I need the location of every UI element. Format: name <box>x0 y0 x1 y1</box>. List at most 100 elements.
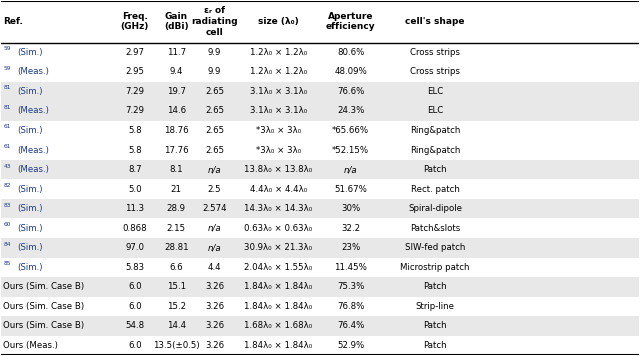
Text: 14.3λ₀ × 14.3λ₀: 14.3λ₀ × 14.3λ₀ <box>244 204 312 213</box>
Text: 54.8: 54.8 <box>125 321 145 330</box>
Text: 82: 82 <box>3 183 11 188</box>
Text: Ours (Sim. Case B): Ours (Sim. Case B) <box>3 321 84 330</box>
Text: 4.4λ₀ × 4.4λ₀: 4.4λ₀ × 4.4λ₀ <box>250 185 307 194</box>
Text: size (λ₀): size (λ₀) <box>258 17 299 26</box>
Text: 80.6%: 80.6% <box>337 48 364 57</box>
Text: 28.9: 28.9 <box>167 204 186 213</box>
Text: 5.8: 5.8 <box>128 146 141 155</box>
Text: 1.84λ₀ × 1.84λ₀: 1.84λ₀ × 1.84λ₀ <box>244 341 312 350</box>
Text: Rect. patch: Rect. patch <box>410 185 460 194</box>
Text: (Sim.): (Sim.) <box>17 204 43 213</box>
Text: (Sim.): (Sim.) <box>17 48 43 57</box>
Text: Cross strips: Cross strips <box>410 48 460 57</box>
Text: 2.15: 2.15 <box>167 224 186 233</box>
Text: 11.7: 11.7 <box>167 48 186 57</box>
Text: 2.65: 2.65 <box>205 87 224 96</box>
Text: (Sim.): (Sim.) <box>17 263 43 272</box>
Text: 1.68λ₀ × 1.68λ₀: 1.68λ₀ × 1.68λ₀ <box>244 321 312 330</box>
Text: *3λ₀ × 3λ₀: *3λ₀ × 3λ₀ <box>256 146 301 155</box>
Text: 85: 85 <box>3 261 11 266</box>
Text: 11.3: 11.3 <box>125 204 145 213</box>
Text: 43: 43 <box>3 163 11 169</box>
Text: 76.6%: 76.6% <box>337 87 364 96</box>
Text: 0.868: 0.868 <box>122 224 147 233</box>
Text: Gain
(dBi): Gain (dBi) <box>164 12 189 31</box>
Text: 3.26: 3.26 <box>205 321 224 330</box>
Text: n/a: n/a <box>344 165 358 174</box>
Text: 0.63λ₀ × 0.63λ₀: 0.63λ₀ × 0.63λ₀ <box>244 224 312 233</box>
Text: 30.9λ₀ × 21.3λ₀: 30.9λ₀ × 21.3λ₀ <box>244 243 312 252</box>
Text: 2.97: 2.97 <box>125 48 144 57</box>
Text: Ours (Sim. Case B): Ours (Sim. Case B) <box>3 282 84 292</box>
Text: 21: 21 <box>171 185 182 194</box>
Text: 9.9: 9.9 <box>208 48 221 57</box>
Text: 30%: 30% <box>341 204 360 213</box>
Text: 13.8λ₀ × 13.8λ₀: 13.8λ₀ × 13.8λ₀ <box>244 165 312 174</box>
Text: 6.0: 6.0 <box>128 302 141 311</box>
Text: *65.66%: *65.66% <box>332 126 369 135</box>
Text: 75.3%: 75.3% <box>337 282 364 292</box>
Text: Patch&slots: Patch&slots <box>410 224 460 233</box>
Text: *3λ₀ × 3λ₀: *3λ₀ × 3λ₀ <box>256 126 301 135</box>
Text: 61: 61 <box>3 144 10 149</box>
Text: 2.95: 2.95 <box>125 67 144 76</box>
Text: 15.2: 15.2 <box>167 302 186 311</box>
Text: Ours (Meas.): Ours (Meas.) <box>3 341 58 350</box>
Text: 2.04λ₀ × 1.55λ₀: 2.04λ₀ × 1.55λ₀ <box>244 263 312 272</box>
Text: 81: 81 <box>3 105 11 110</box>
Text: ELC: ELC <box>427 106 443 115</box>
Text: (Sim.): (Sim.) <box>17 126 43 135</box>
Text: 8.7: 8.7 <box>128 165 141 174</box>
Text: 60: 60 <box>3 222 11 227</box>
Bar <box>1 316 639 336</box>
Text: 7.29: 7.29 <box>125 87 144 96</box>
Text: 2.574: 2.574 <box>202 204 227 213</box>
Text: 6.0: 6.0 <box>128 341 141 350</box>
Bar <box>1 199 639 219</box>
Text: 48.09%: 48.09% <box>334 67 367 76</box>
Text: 28.81: 28.81 <box>164 243 189 252</box>
Text: (Meas.): (Meas.) <box>17 165 49 174</box>
Text: 11.45%: 11.45% <box>334 263 367 272</box>
Text: 24.3%: 24.3% <box>337 106 364 115</box>
Text: ELC: ELC <box>427 87 443 96</box>
Text: 9.4: 9.4 <box>170 67 183 76</box>
Text: (Meas.): (Meas.) <box>17 106 49 115</box>
Bar <box>1 82 639 101</box>
Text: n/a: n/a <box>208 243 221 252</box>
Text: 1.84λ₀ × 1.84λ₀: 1.84λ₀ × 1.84λ₀ <box>244 282 312 292</box>
Text: (Meas.): (Meas.) <box>17 67 49 76</box>
Text: n/a: n/a <box>208 165 221 174</box>
Text: εᵣ of
radiating
cell: εᵣ of radiating cell <box>191 6 238 37</box>
Text: 6.6: 6.6 <box>170 263 183 272</box>
Text: 1.2λ₀ × 1.2λ₀: 1.2λ₀ × 1.2λ₀ <box>250 48 307 57</box>
Text: n/a: n/a <box>208 224 221 233</box>
Text: cell's shape: cell's shape <box>405 17 465 26</box>
Text: Patch: Patch <box>423 282 447 292</box>
Text: 5.0: 5.0 <box>128 185 141 194</box>
Text: (Meas.): (Meas.) <box>17 146 49 155</box>
Text: Freq.
(GHz): Freq. (GHz) <box>120 12 149 31</box>
Text: 23%: 23% <box>341 243 360 252</box>
Text: 83: 83 <box>3 203 11 208</box>
Text: *52.15%: *52.15% <box>332 146 369 155</box>
Text: 4.4: 4.4 <box>208 263 221 272</box>
Text: 76.4%: 76.4% <box>337 321 364 330</box>
Text: 61: 61 <box>3 125 10 130</box>
Text: 2.65: 2.65 <box>205 146 224 155</box>
Text: (Sim.): (Sim.) <box>17 185 43 194</box>
Text: 76.8%: 76.8% <box>337 302 364 311</box>
Text: 2.65: 2.65 <box>205 126 224 135</box>
Text: Patch: Patch <box>423 165 447 174</box>
Text: 51.67%: 51.67% <box>334 185 367 194</box>
Text: 9.9: 9.9 <box>208 67 221 76</box>
Text: 52.9%: 52.9% <box>337 341 364 350</box>
Text: 81: 81 <box>3 85 11 90</box>
Text: Ring&patch: Ring&patch <box>410 126 460 135</box>
Text: 17.76: 17.76 <box>164 146 189 155</box>
Text: 2.65: 2.65 <box>205 106 224 115</box>
Text: 14.6: 14.6 <box>167 106 186 115</box>
Text: 3.1λ₀ × 3.1λ₀: 3.1λ₀ × 3.1λ₀ <box>250 106 307 115</box>
Text: Ring&patch: Ring&patch <box>410 146 460 155</box>
Text: Spiral-dipole: Spiral-dipole <box>408 204 462 213</box>
